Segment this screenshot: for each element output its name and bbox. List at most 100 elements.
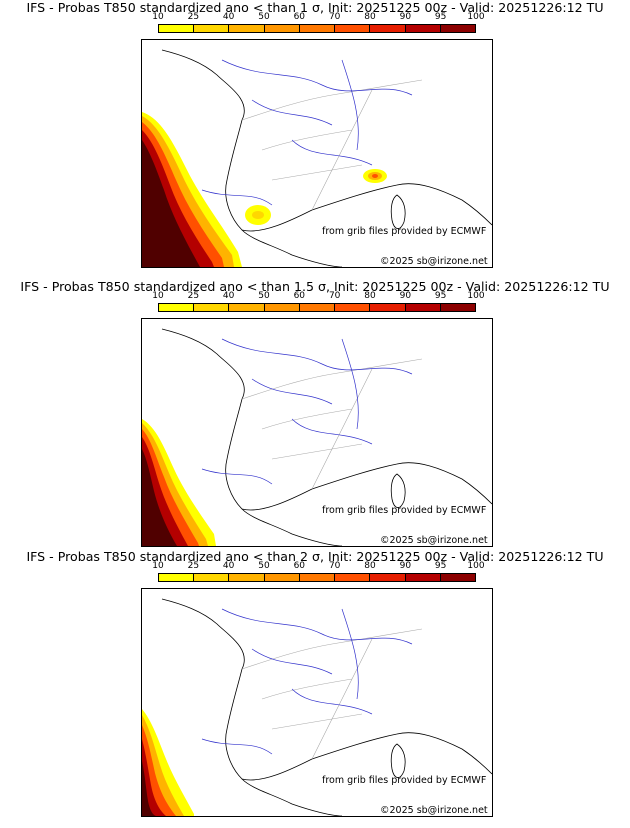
colorbar-segment <box>440 25 475 32</box>
colorbar-segment <box>405 574 441 581</box>
credit-text: from grib files provided by ECMWF <box>322 775 487 786</box>
colorbar-tick: 25 <box>187 561 200 571</box>
colorbar-tick: 40 <box>222 561 235 571</box>
panel-title: IFS - Probas T850 standardized ano < tha… <box>26 0 604 15</box>
border <box>241 79 423 211</box>
map-canvas <box>142 598 492 816</box>
colorbar-tick: 40 <box>222 291 235 301</box>
colorbar-segment <box>370 25 406 32</box>
colorbar-segment <box>194 574 230 581</box>
credit-text: from grib files provided by ECMWF <box>322 226 487 237</box>
colorbar-segment <box>299 25 336 32</box>
coastline <box>390 473 406 508</box>
colorbar-tick: 60 <box>293 291 306 301</box>
europe-map: from grib files provided by ECMWF ©2025 … <box>141 588 493 817</box>
coastline <box>390 743 406 778</box>
coastline <box>241 778 343 816</box>
colorbar-segment <box>194 304 230 311</box>
colorbar-tick: 40 <box>222 12 235 22</box>
border <box>241 628 423 760</box>
colorbar-tick: 25 <box>187 12 200 22</box>
colorbar-segment <box>405 304 441 311</box>
colorbar-segment <box>264 25 300 32</box>
colorbar-segment <box>194 25 230 32</box>
colorbar-segment <box>405 25 441 32</box>
colorbar-tick: 95 <box>434 291 447 301</box>
probability-shading <box>142 140 200 267</box>
colorbar-segment <box>335 574 371 581</box>
colorbar-segment <box>264 304 300 311</box>
colorbar-tick: 60 <box>293 12 306 22</box>
colorbar-tick: 100 <box>467 561 485 571</box>
colorbar-segment <box>264 574 300 581</box>
colorbar-tick: 25 <box>187 291 200 301</box>
colorbar <box>158 573 476 582</box>
coastline <box>241 508 343 546</box>
colorbar-segment <box>440 574 475 581</box>
river <box>201 608 413 755</box>
copyright-text: ©2025 sb@irizone.net <box>380 256 488 267</box>
map-panel-1-5sigma: IFS - Probas T850 standardized ano < tha… <box>0 279 630 549</box>
river <box>201 338 413 485</box>
colorbar-tick: 100 <box>467 12 485 22</box>
colorbar-tick: 95 <box>434 12 447 22</box>
colorbar-segment <box>370 304 406 311</box>
river <box>201 59 413 206</box>
colorbar-tick: 50 <box>258 291 270 301</box>
colorbar-tick: 90 <box>399 561 412 571</box>
colorbar-segment <box>229 574 265 581</box>
coastline <box>241 229 343 267</box>
coastline <box>161 49 492 232</box>
colorbar-tick: 10 <box>152 291 164 301</box>
map-panel-2sigma: IFS - Probas T850 standardized ano < tha… <box>0 549 630 819</box>
border <box>241 358 423 490</box>
panel-title: IFS - Probas T850 standardized ano < tha… <box>26 549 604 564</box>
colorbar-tick-labels: 10 25 40 50 60 70 80 90 95 100 <box>152 561 484 572</box>
colorbar-tick: 90 <box>399 291 412 301</box>
colorbar-segment <box>229 304 265 311</box>
colorbar <box>158 303 476 312</box>
map-canvas <box>142 328 492 546</box>
colorbar-tick: 80 <box>364 12 376 22</box>
map-canvas <box>142 49 492 267</box>
colorbar-tick-labels: 10 25 40 50 60 70 80 90 95 100 <box>152 12 484 23</box>
probability-shading <box>142 449 177 546</box>
probability-shading <box>252 211 264 219</box>
coastline <box>161 598 492 781</box>
colorbar-segment <box>299 304 336 311</box>
colorbar-tick: 70 <box>328 291 341 301</box>
credit-text: from grib files provided by ECMWF <box>322 505 487 516</box>
copyright-text: ©2025 sb@irizone.net <box>380 535 488 546</box>
colorbar-tick: 90 <box>399 12 412 22</box>
colorbar-segment <box>159 25 195 32</box>
probability-shading <box>372 174 378 178</box>
colorbar-segment <box>335 25 371 32</box>
colorbar-tick: 60 <box>293 561 306 571</box>
colorbar-segment <box>370 574 406 581</box>
colorbar-tick: 10 <box>152 12 164 22</box>
copyright-text: ©2025 sb@irizone.net <box>380 805 488 816</box>
colorbar-tick: 70 <box>328 561 341 571</box>
coastline <box>161 328 492 511</box>
panel-title: IFS - Probas T850 standardized ano < tha… <box>20 279 610 294</box>
coastline <box>390 194 406 229</box>
colorbar-tick-labels: 10 25 40 50 60 70 80 90 95 100 <box>152 291 484 302</box>
europe-map: from grib files provided by ECMWF ©2025 … <box>141 39 493 268</box>
colorbar-tick: 95 <box>434 561 447 571</box>
colorbar-tick: 80 <box>364 561 376 571</box>
colorbar-segment <box>159 574 195 581</box>
colorbar-tick: 80 <box>364 291 376 301</box>
probability-shading <box>142 761 156 816</box>
colorbar-segment <box>159 304 195 311</box>
colorbar-tick: 10 <box>152 561 164 571</box>
colorbar-tick: 50 <box>258 12 270 22</box>
map-panel-1sigma: IFS - Probas T850 standardized ano < tha… <box>0 0 630 270</box>
colorbar-segment <box>299 574 336 581</box>
colorbar-segment <box>440 304 475 311</box>
europe-map: from grib files provided by ECMWF ©2025 … <box>141 318 493 547</box>
colorbar-segment <box>335 304 371 311</box>
colorbar-segment <box>229 25 265 32</box>
probability-shading <box>142 739 166 816</box>
colorbar-tick: 70 <box>328 12 341 22</box>
colorbar-tick: 100 <box>467 291 485 301</box>
